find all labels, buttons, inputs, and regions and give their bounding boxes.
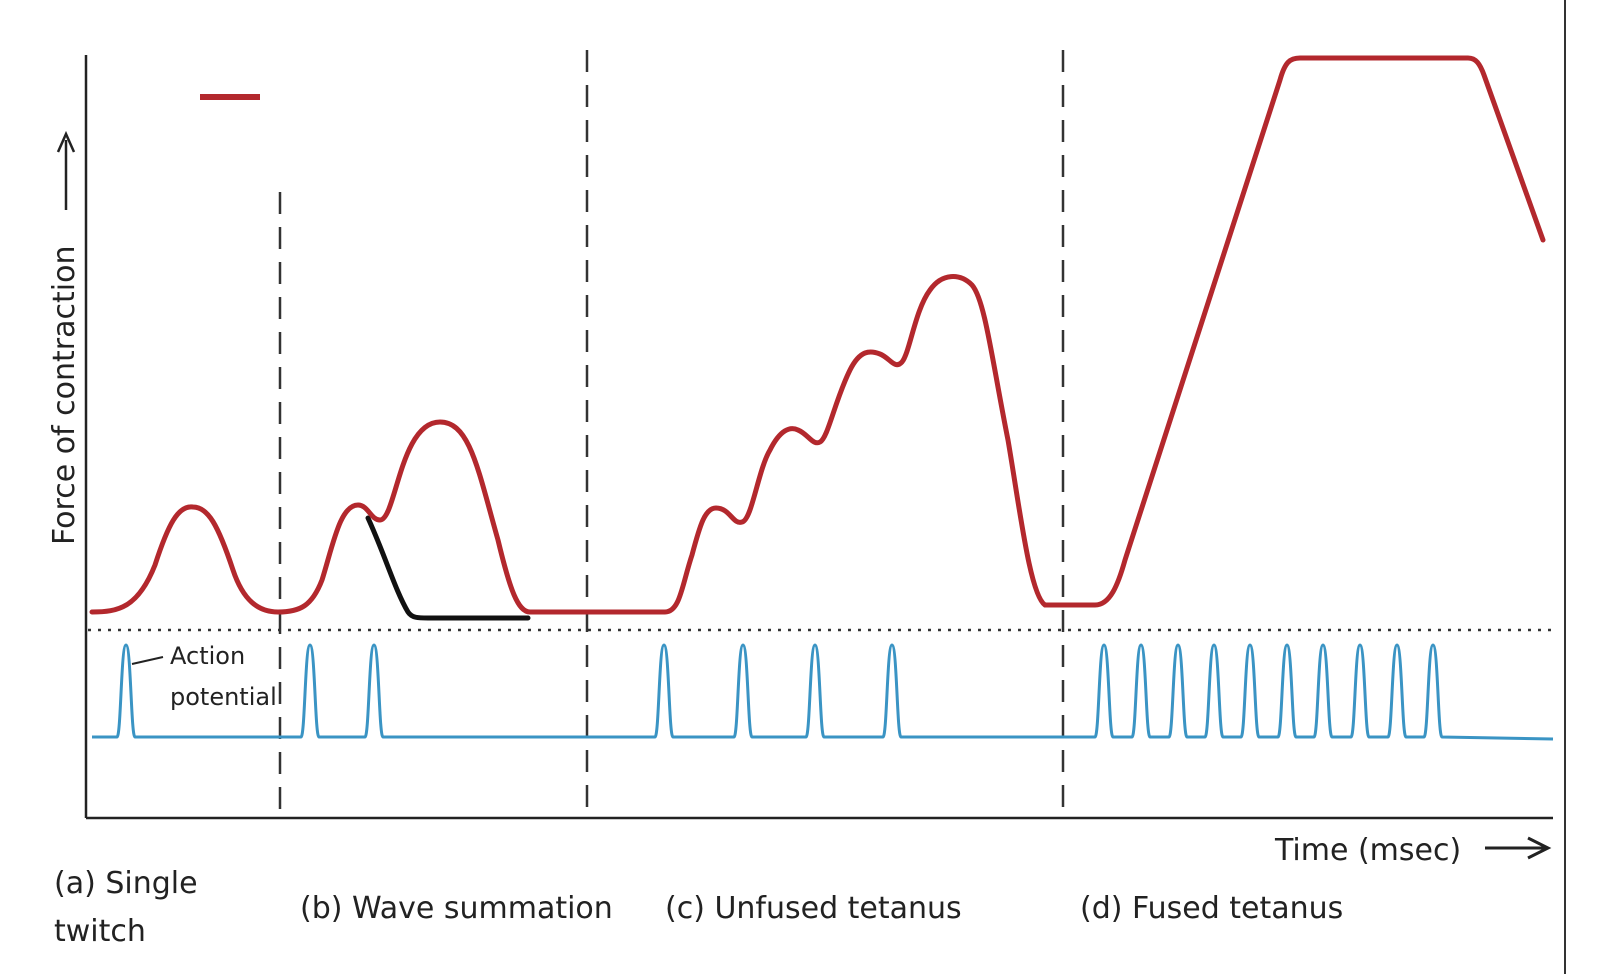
arrow-up-icon bbox=[56, 130, 76, 153]
relaxation-curve bbox=[365, 515, 531, 621]
action-potential-pointer bbox=[131, 656, 164, 665]
panel-b-label: (b) Wave summation bbox=[300, 891, 613, 926]
panel-a-label-line1: (a) Single bbox=[54, 866, 198, 901]
y-axis-label: Force of contraction bbox=[47, 246, 82, 545]
panel-c-label: (c) Unfused tetanus bbox=[665, 891, 962, 926]
action-potential-trace bbox=[92, 643, 1554, 741]
x-axis-label: Time (msec) bbox=[1274, 833, 1461, 868]
panel-a-label-line2: twitch bbox=[54, 914, 146, 949]
panel-d-label: (d) Fused tetanus bbox=[1080, 891, 1343, 926]
action-potential-label-line2: potential bbox=[170, 683, 277, 711]
force-curve bbox=[89, 55, 1546, 615]
action-potential-label-line1: Action bbox=[170, 642, 245, 670]
right-border bbox=[1564, 0, 1566, 974]
arrow-right-icon bbox=[1527, 836, 1552, 860]
